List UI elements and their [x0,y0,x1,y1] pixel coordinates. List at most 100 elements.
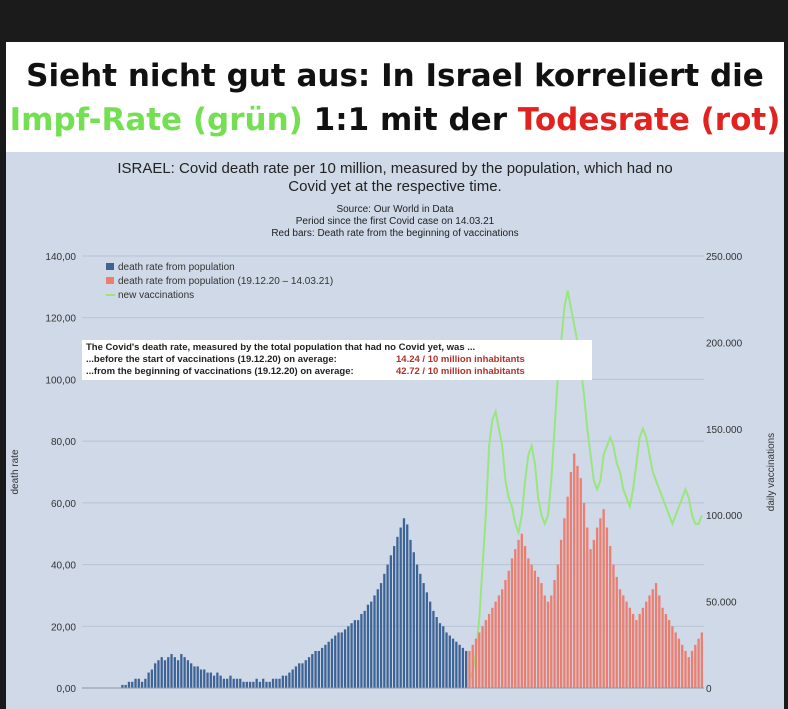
bar-death-rate [131,681,134,688]
bar-death-rate [327,641,330,688]
annotation-box: The Covid's death rate, measured by the … [82,340,592,380]
bar-death-rate-vaccination-period [576,465,579,688]
bar-death-rate [435,617,438,688]
bar-death-rate-vaccination-period [566,496,569,688]
bar-death-rate [376,589,379,688]
bar-death-rate [150,669,154,688]
bar-death-rate-vaccination-period [589,549,592,688]
bar-death-rate-vaccination-period [510,558,514,688]
chart-title-line2: Covid yet at the respective time. [288,178,502,195]
bar-death-rate [222,678,226,688]
bar-death-rate-vaccination-period [605,527,609,688]
bar-death-rate [363,610,366,688]
bar-death-rate [429,601,432,688]
bar-death-rate-vaccination-period [517,539,520,688]
legend-swatch [106,277,114,284]
bar-death-rate [389,555,393,688]
bar-death-rate [242,681,245,688]
bar-death-rate [458,644,461,688]
headline-line1: Sieht nicht gut aus: In Israel korrelier… [26,58,764,94]
y2-tick-label: 0 [706,684,712,695]
bar-death-rate [203,669,206,688]
bar-death-rate [137,678,140,688]
legend-swatch [106,263,114,270]
bar-death-rate-vaccination-period [478,632,481,688]
bar-death-rate [386,564,389,688]
bar-death-rate [275,678,278,688]
bar-death-rate-vaccination-period [697,638,700,688]
bar-death-rate-vaccination-period [687,657,690,688]
bar-death-rate-vaccination-period [631,613,635,688]
bar-death-rate [438,623,442,688]
bar-death-rate [451,638,455,688]
line-new-vaccinations [468,290,703,680]
bar-death-rate [173,657,176,688]
bar-death-rate-vaccination-period [514,549,517,688]
bar-death-rate [245,681,248,688]
y-tick-label: 0,00 [57,684,77,695]
chart-plot: 0,00 20,00 40,00 60,00 80,00 100,00 120,00 140,… [10,252,777,695]
bar-death-rate [409,539,412,688]
bar-death-rate-vaccination-period [487,613,491,688]
bar-death-rate-vaccination-period [468,650,471,688]
bar-death-rate [448,635,451,688]
bar-death-rate-vaccination-period [671,626,674,688]
bar-death-rate-vaccination-period [638,613,641,688]
bar-death-rate [425,592,429,688]
bar-death-rate [356,620,360,688]
bar-death-rate [160,657,163,688]
bar-death-rate [370,601,373,688]
bar-death-rate [320,647,324,688]
bar-death-rate [455,641,458,688]
bar-death-rate [157,660,160,688]
bar-death-rate [343,629,347,688]
bar-death-rate-vaccination-period [612,564,615,688]
bar-death-rate [206,672,209,688]
y-tick-label: 100,00 [45,375,76,386]
bar-death-rate [353,620,357,688]
bar-death-rate [288,672,291,688]
bar-death-rate [396,536,399,688]
bar-death-rate [347,626,350,688]
y-tick-label: 20,00 [51,622,76,633]
y-tick-label: 140,00 [45,252,76,263]
bar-death-rate [278,678,281,688]
chart-title: ISRAEL: Covid death rate per 10 million,… [6,160,784,196]
bar-death-rate [258,681,262,688]
bar-death-rate [337,632,340,688]
bar-death-rate-vaccination-period [628,607,631,688]
bar-death-rate [209,672,212,688]
bar-death-rate-vaccination-period [569,472,573,688]
bar-death-rate-vaccination-period [625,601,628,688]
bar-death-rate-vaccination-period [690,650,694,688]
annotation-line3: ...from the beginning of vaccinations (1… [86,366,354,377]
bar-death-rate-vaccination-period [681,644,684,688]
bar-death-rate-vaccination-period [599,518,602,688]
bar-death-rate [176,660,180,688]
bar-death-rate [366,604,370,688]
chart-title-line1: ISRAEL: Covid death rate per 10 million,… [117,160,673,177]
bar-death-rate-vaccination-period [533,570,537,688]
bar-death-rate-vaccination-period [615,576,618,688]
bar-death-rate [281,675,284,688]
bar-death-rate [229,675,232,688]
bar-death-rate-vaccination-period [550,595,553,688]
bar-death-rate-vaccination-period [501,589,504,688]
bar-death-rate [144,678,147,688]
bar-death-rate-vaccination-period [595,527,599,688]
bar-death-rate [432,610,435,688]
bar-death-rate [311,654,314,688]
bar-death-rate-vaccination-period [658,595,661,688]
y2-tick-label: 150.000 [706,425,743,436]
y2-tick-label: 200.000 [706,338,743,349]
bar-death-rate-vaccination-period [694,644,697,688]
bar-death-rate [219,675,222,688]
bar-death-rate-vaccination-period [540,583,543,688]
bar-death-rate [163,660,167,688]
bar-death-rate [298,663,301,688]
bar-death-rate [383,573,386,688]
bar-death-rate [212,675,216,688]
bar-death-rate [442,626,445,688]
y-axis-label: death rate [10,449,21,494]
bar-death-rate-vaccination-period [592,539,595,688]
